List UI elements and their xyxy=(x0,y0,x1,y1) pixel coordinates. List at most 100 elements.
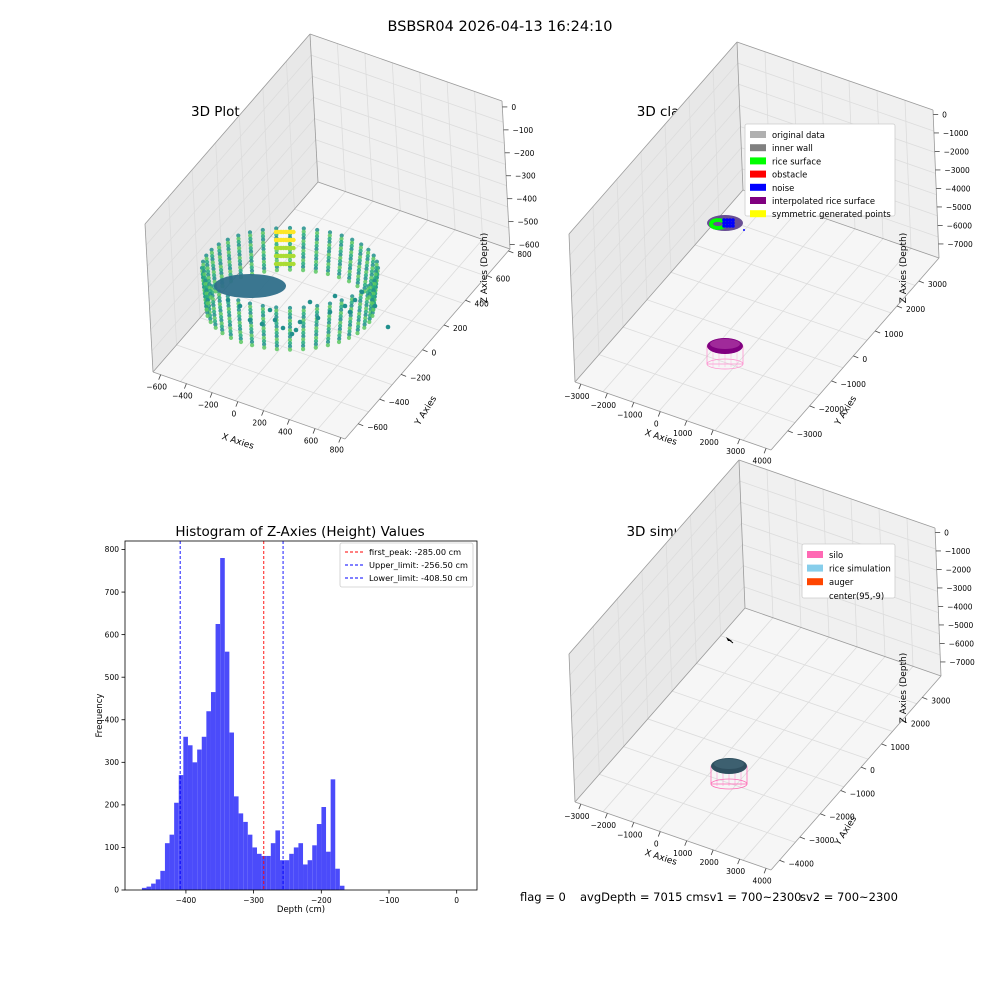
panel1-point xyxy=(202,269,207,274)
panel1-peak-point xyxy=(291,237,296,243)
panel1-point xyxy=(314,323,319,328)
panel1-point xyxy=(238,327,243,332)
histogram-bar xyxy=(229,732,234,890)
panel1-point xyxy=(238,262,243,267)
panel1-point xyxy=(274,311,279,316)
panel1-point xyxy=(373,275,378,280)
panel1-point xyxy=(370,298,375,303)
panel4-legend-swatch xyxy=(807,551,823,558)
panel1-point xyxy=(356,268,361,273)
panel4-y-tick xyxy=(779,859,785,863)
panel1-point xyxy=(238,333,243,338)
histogram-bar xyxy=(210,692,216,890)
panel1-point xyxy=(347,272,352,277)
panel1-point xyxy=(213,322,218,327)
histogram-bar xyxy=(284,860,290,890)
panel1-point xyxy=(217,299,222,304)
panel1-point xyxy=(274,340,279,345)
histogram-legend-label: Lower_limit: -408.50 cm xyxy=(369,573,468,583)
panel4-gridline xyxy=(569,480,741,676)
panel1-point xyxy=(368,285,373,290)
panel1-point xyxy=(260,227,265,233)
panel4-y-tick xyxy=(820,813,826,817)
panel2-legend-label: interpolated rice surface xyxy=(772,196,875,206)
panel4-x-tick-label: −2000 xyxy=(591,821,617,830)
panel1-point xyxy=(287,328,293,333)
panel1-point xyxy=(356,277,361,282)
panel2-gridline xyxy=(572,147,742,340)
panel1-point xyxy=(261,256,266,261)
histogram-bar xyxy=(224,651,230,890)
panel1-point xyxy=(348,316,353,321)
panel4-box-edge xyxy=(770,675,942,871)
histogram-bar xyxy=(275,830,281,890)
panel1-z-tick-label: −100 xyxy=(513,126,534,135)
panel1-x-tick-label: 200 xyxy=(252,419,267,428)
panel1-box-edge xyxy=(317,181,511,250)
histogram-y-tick-label: 0 xyxy=(114,886,119,895)
panel1-z-tick-label: −600 xyxy=(519,241,540,250)
panel1-point xyxy=(363,276,368,281)
panel1-point xyxy=(249,323,254,329)
histogram-bar xyxy=(201,736,207,890)
panel1-x-axis-label: X Axies xyxy=(220,432,255,452)
panel1-point xyxy=(348,263,353,268)
panel1-point xyxy=(201,262,206,267)
panel1-point xyxy=(210,254,215,259)
panel2-side-pane xyxy=(569,42,743,382)
panel1-point xyxy=(362,322,367,327)
panel1-point xyxy=(206,272,211,277)
panel1-point xyxy=(325,339,331,345)
panel4-y-tick xyxy=(881,743,887,747)
panel1-point xyxy=(219,321,224,326)
panel1-point xyxy=(218,264,223,269)
histogram-title: Histogram of Z-Axies (Height) Values xyxy=(175,524,424,540)
panel1-x-tick xyxy=(312,428,316,434)
panel1-point xyxy=(349,250,354,255)
panel4-legend-frame xyxy=(801,543,896,599)
panel1-gridline xyxy=(148,97,314,288)
panel1-point xyxy=(349,244,354,249)
panel1-point xyxy=(350,237,355,242)
panel1-point xyxy=(314,240,319,245)
panel1-point xyxy=(301,347,306,352)
panel1-y-tick-label: 0 xyxy=(432,349,437,358)
histogram-axes: −400 −300 −200 −100 0 0 100 200 300 400 500 600 700 8… xyxy=(95,540,478,915)
panel1-peak-point xyxy=(291,253,296,259)
panel1-point xyxy=(337,327,342,332)
panel1-point xyxy=(208,295,213,300)
panel1-point xyxy=(249,330,254,335)
histogram-bar xyxy=(164,843,170,890)
panel1-back-pane xyxy=(310,34,510,249)
panel1-point xyxy=(313,263,319,268)
panel1-point xyxy=(202,272,207,277)
panel1-point xyxy=(372,278,377,283)
histogram-x-tick-label: −100 xyxy=(379,896,400,905)
panel1-point xyxy=(237,259,242,264)
panel1-point xyxy=(248,311,253,316)
panel1-point xyxy=(373,269,378,274)
histogram-bar xyxy=(326,851,331,890)
panel1-x-tick-label: −400 xyxy=(172,392,193,401)
panel1-gridline xyxy=(315,139,508,208)
panel1-point xyxy=(249,333,254,338)
panel1-point xyxy=(249,262,254,267)
panel1-point xyxy=(212,276,217,281)
panel1-z-tick-label: −300 xyxy=(515,172,536,181)
panel1-point xyxy=(226,307,231,312)
panel4-y-tick xyxy=(860,766,867,770)
panel1-z-tick-label: 0 xyxy=(511,103,516,112)
histogram-bar xyxy=(155,879,161,890)
panel1-point xyxy=(237,314,242,319)
panel1-point xyxy=(261,243,266,249)
panel1-point xyxy=(219,274,224,279)
panel1-point xyxy=(219,324,224,329)
panel1-point xyxy=(247,230,253,235)
panel1-point xyxy=(219,271,224,276)
panel4-legend-label: rice simulation xyxy=(829,564,891,574)
panel1-point xyxy=(248,307,253,313)
panel2-noise-point xyxy=(725,224,729,228)
panel1-point xyxy=(358,255,363,260)
panel2-noise-point xyxy=(731,224,735,228)
panel4-gridline xyxy=(571,523,742,718)
